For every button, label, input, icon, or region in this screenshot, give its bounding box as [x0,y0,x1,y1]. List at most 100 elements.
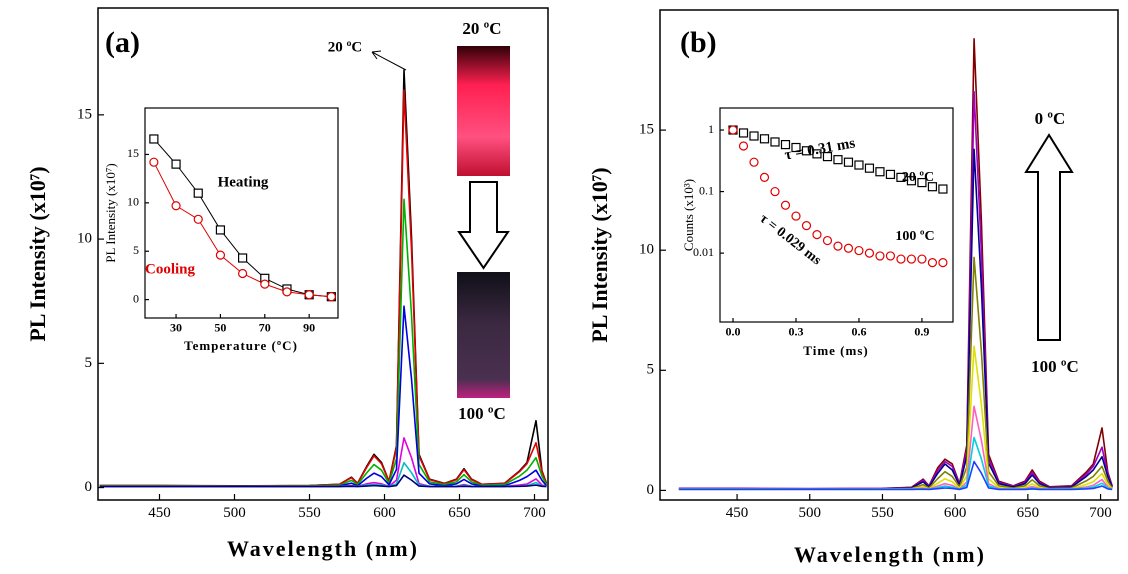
marker [854,245,864,256]
series-line [678,256,1113,490]
x-tick-label: 450 [148,505,171,521]
marker [906,254,917,264]
y-tick-label: 0 [133,291,139,305]
marker [927,258,938,268]
y-tick-label: 1 [708,122,714,136]
plot-frame [144,107,339,319]
y-tick-label: 15 [639,122,654,138]
marker [791,211,801,221]
marker [749,157,759,167]
peak-pointer [371,50,407,71]
marker [238,253,248,263]
y-tick-label: 15 [127,146,139,160]
marker [282,287,292,297]
marker [149,157,159,167]
x-axis-label: Temperature (ºC) [184,338,298,353]
annotation: Heating [218,174,269,190]
marker [728,125,738,135]
series-line [99,474,547,488]
y-tick-label: 10 [639,242,654,258]
y-tick-label: 15 [77,106,92,122]
y-tick-label: 0 [85,479,93,495]
marker [917,177,927,188]
annotation: 100 ºC [458,404,506,423]
marker [864,163,875,173]
annotation: 20 ºC [902,170,934,185]
inset-background [145,108,338,318]
y-axis-label: PL Intensity (x10⁷) [103,163,118,262]
y-tick-label: 10 [127,195,139,209]
marker [791,142,801,153]
y-tick-label: 5 [647,362,655,378]
marker [215,225,226,235]
marker [749,131,759,141]
y-tick-label: 0.1 [699,183,714,197]
annotation: (a) [105,26,140,59]
series-line [99,305,548,488]
marker [864,248,875,258]
plot-frame [97,7,549,501]
x-axis-label: Wavelength (nm) [227,536,419,561]
series-line [678,436,1113,490]
marker [801,146,812,156]
annotation: 20 ºC [462,19,501,38]
marker [843,157,854,167]
marker [896,254,906,264]
marker [938,258,948,268]
annotation: 0 ºC [1035,109,1066,128]
marker [801,220,812,231]
x-tick-label: 550 [871,505,894,521]
y-axis-label: PL Intensity (x10⁷) [587,167,612,342]
x-tick-label: 600 [944,505,967,521]
marker [843,243,854,253]
annotation: (b) [680,26,717,59]
block-arrow-down [457,181,510,270]
series-line [99,437,547,488]
x-tick-label: 500 [223,505,246,521]
marker [759,134,770,144]
x-tick-label: 600 [373,505,396,521]
x-axis-label: Time (ms) [803,343,868,358]
x-tick-label: 50 [214,321,226,335]
series-line [678,460,1113,491]
series-line [99,89,548,487]
x-tick-label: 650 [448,505,471,521]
marker [260,279,270,289]
marker [193,214,203,224]
marker [885,169,896,180]
annotation: 20 ºC [328,39,363,55]
marker [822,235,833,246]
x-axis-label: Wavelength (nm) [794,542,986,567]
marker [833,155,843,165]
y-tick-label: 5 [85,355,93,371]
series-line [678,148,1113,490]
y-tick-label: 10 [77,231,92,247]
x-tick-label: 0.3 [788,325,803,339]
marker [854,160,864,170]
annotation: 100 ºC [895,229,934,244]
series-line [678,405,1113,490]
marker [917,254,927,264]
marker [171,201,181,211]
x-tick-label: 700 [1089,505,1112,521]
x-tick-label: 450 [726,505,749,521]
y-tick-label: 0.01 [693,245,714,259]
x-tick-label: 70 [259,321,271,335]
x-tick-label: 0.9 [914,325,929,339]
y-axis-label: PL Intensity (x10⁷) [25,166,50,341]
marker [927,182,938,192]
x-tick-label: 0.0 [726,325,741,339]
marker [193,188,203,198]
marker [896,172,906,182]
marker [938,184,948,194]
inset-background [720,108,953,322]
annotation: Cooling [145,261,196,277]
marker [875,167,885,177]
y-tick-label: 0 [647,482,655,498]
marker [906,176,917,186]
marker [770,137,780,147]
y-axis-label: Counts (x10³) [681,179,696,251]
marker [326,292,336,302]
